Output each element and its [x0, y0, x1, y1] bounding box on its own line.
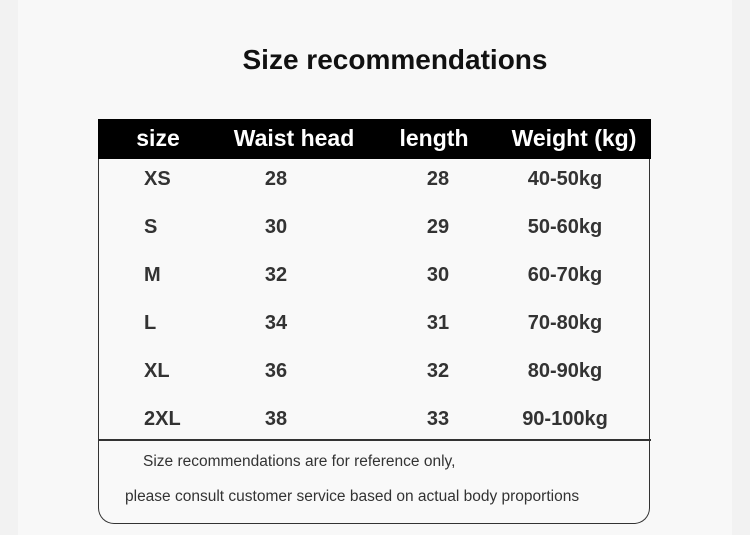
header-size: size: [136, 125, 180, 151]
cell-waist: 36: [264, 360, 288, 382]
note-line-2: please consult customer service based on…: [125, 488, 580, 505]
cell-length: 28: [426, 168, 450, 190]
cell-waist: 34: [264, 312, 288, 334]
table-row: XS 28 28 40-50kg: [0, 168, 750, 198]
cell-size: 2XL: [144, 408, 181, 430]
cell-size: XL: [144, 360, 170, 382]
cell-waist: 30: [264, 216, 288, 238]
cell-weight: 60-70kg: [527, 264, 603, 286]
cell-length: 33: [426, 408, 450, 430]
cell-waist: 38: [264, 408, 288, 430]
cell-length: 31: [426, 312, 450, 334]
table-row: L 34 31 70-80kg: [0, 312, 750, 342]
cell-weight: 90-100kg: [522, 408, 608, 430]
cell-weight: 50-60kg: [527, 216, 603, 238]
table-header: size Waist head length Weight (kg): [98, 119, 651, 159]
table-row: S 30 29 50-60kg: [0, 216, 750, 246]
divider: [98, 439, 651, 441]
table-row: 2XL 38 33 90-100kg: [0, 408, 750, 438]
cell-weight: 70-80kg: [527, 312, 603, 334]
cell-size: L: [144, 312, 157, 334]
header-weight: Weight (kg): [511, 125, 637, 151]
cell-waist: 28: [264, 168, 288, 190]
header-length: length: [399, 125, 469, 151]
header-waist: Waist head: [233, 125, 355, 151]
cell-weight: 80-90kg: [527, 360, 603, 382]
page-title: Size recommendations: [242, 44, 548, 75]
cell-length: 32: [426, 360, 450, 382]
cell-length: 30: [426, 264, 450, 286]
note-line-1: Size recommendations are for reference o…: [143, 453, 456, 470]
cell-waist: 32: [264, 264, 288, 286]
cell-length: 29: [426, 216, 450, 238]
size-table: [98, 119, 650, 524]
cell-weight: 40-50kg: [527, 168, 603, 190]
cell-size: S: [144, 216, 158, 238]
cell-size: XS: [144, 168, 171, 190]
cell-size: M: [144, 264, 161, 286]
table-row: XL 36 32 80-90kg: [0, 360, 750, 390]
table-row: M 32 30 60-70kg: [0, 264, 750, 294]
